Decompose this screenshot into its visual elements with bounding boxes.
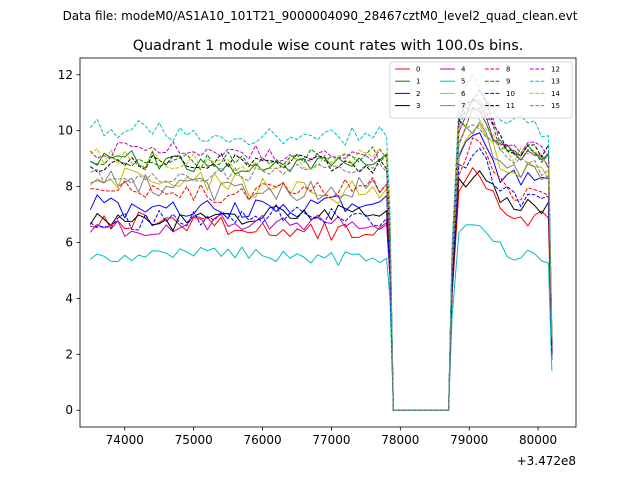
legend-label-2: 2: [416, 90, 420, 98]
x-tick-label: 74000: [106, 433, 144, 447]
series-line-7: [90, 121, 553, 411]
legend-label-12: 12: [551, 66, 560, 74]
legend-label-6: 6: [461, 90, 466, 98]
legend-box: [389, 61, 573, 119]
legend-label-13: 13: [551, 78, 560, 86]
axes: 74000 75000 76000 77000 78000 79000 80000 +3.47…: [58, 57, 577, 468]
legend-label-4: 4: [461, 66, 466, 74]
data-file-label: Data file: modeM0/AS1A10_101T21_90000040…: [63, 9, 578, 23]
x-offset-label: +3.472e8: [517, 454, 576, 468]
y-tick-label: 12: [58, 68, 73, 82]
chart-title: Quadrant 1 module wise count rates with …: [133, 38, 524, 54]
x-tick-label: 75000: [175, 433, 213, 447]
series-layer: [89, 73, 553, 411]
legend-label-1: 1: [416, 78, 420, 86]
series-line-15: [90, 124, 553, 411]
legend-label-14: 14: [551, 90, 560, 98]
legend-label-8: 8: [506, 66, 510, 74]
legend-label-5: 5: [461, 78, 465, 86]
legend-label-11: 11: [506, 102, 515, 110]
series-line-8: [90, 137, 553, 411]
series-line-13: [89, 73, 553, 411]
x-tick-label: 77000: [312, 433, 350, 447]
legend-label-9: 9: [506, 78, 510, 86]
series-line-6: [89, 124, 553, 411]
series-line-10: [90, 147, 553, 411]
legend-label-15: 15: [551, 102, 560, 110]
x-tick-label: 76000: [243, 433, 281, 447]
x-tick-label: 79000: [450, 433, 488, 447]
legend-label-0: 0: [416, 66, 420, 74]
x-tick-label: 78000: [381, 433, 419, 447]
y-tick-label: 10: [58, 124, 73, 138]
legend-label-10: 10: [506, 90, 515, 98]
series-line-4: [89, 97, 553, 411]
series-line-3: [89, 170, 553, 411]
y-tick-label: 4: [65, 291, 73, 305]
y-tick-label: 0: [65, 403, 73, 417]
series-line-14: [89, 109, 553, 411]
series-line-0: [90, 167, 553, 411]
y-tick-label: 2: [65, 347, 73, 361]
x-tick-label: 80000: [519, 433, 557, 447]
series-line-5: [89, 224, 553, 411]
y-tick-label: 8: [65, 180, 73, 194]
legend-label-7: 7: [461, 102, 465, 110]
legend-label-3: 3: [416, 102, 420, 110]
series-line-2: [89, 132, 553, 411]
y-tick-label: 6: [65, 236, 73, 250]
